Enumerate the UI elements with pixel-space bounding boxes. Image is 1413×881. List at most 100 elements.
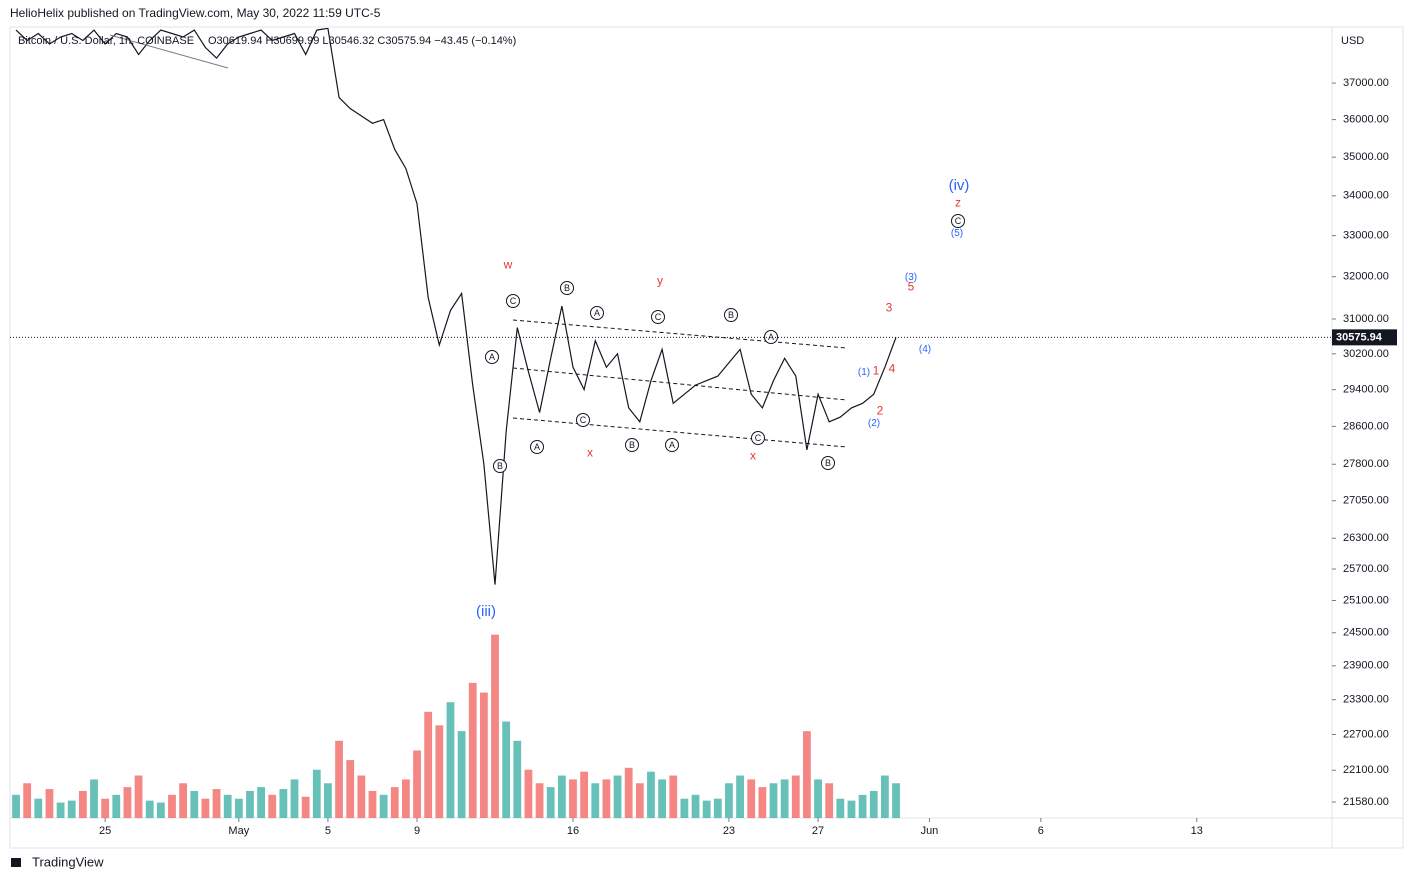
volume-bar [301,796,310,818]
wave-label: B [629,440,635,450]
x-tick-label: 6 [1038,825,1044,837]
wave-label: B [825,458,831,468]
x-tick-label: 13 [1191,825,1203,837]
volume-bar [769,783,778,818]
volume-bar [691,794,700,818]
volume-bar [379,794,388,818]
wave-label: C [580,415,587,425]
volume-bar [580,771,589,818]
volume-bar [156,802,165,818]
x-tick-label: 5 [325,825,331,837]
volume-bar [168,794,176,818]
volume-bar [780,779,789,818]
volume-bar [702,800,711,818]
volume-bar [290,779,299,818]
volume-bar [602,779,611,818]
volume-bar [725,783,733,818]
volume-bar [535,783,544,818]
wave-label: A [534,442,540,452]
channel-line [512,319,848,349]
wave-label: B [497,461,503,471]
wave-label: A [768,332,774,342]
x-tick-label: 9 [414,825,420,837]
y-tick-label: 21580.00 [1343,796,1389,808]
wave-label: C [655,312,662,322]
y-tick-label: 27800.00 [1343,458,1389,470]
wave-label: x [587,446,593,460]
logo [11,858,21,867]
x-tick-label: 27 [812,825,824,837]
wave-label: A [669,440,675,450]
volume-bar [101,798,110,818]
volume-bar [12,794,20,818]
volume-bar [892,783,900,818]
wave-circle [751,431,765,445]
chart-frame [9,26,1404,849]
volume-bar [368,790,377,818]
wave-circle [576,413,590,427]
volume-bar [457,731,466,818]
volume-bar [56,802,65,818]
volume-bar [513,740,522,818]
y-tick-label: 23900.00 [1343,660,1389,672]
volume-bar [134,775,143,818]
wave-label: 1 [873,364,880,378]
volume-bar [390,787,399,818]
y-tick-label: 30200.00 [1343,348,1389,360]
volume-bar [836,798,845,818]
wave-label: w [503,258,513,272]
volume-bar [179,783,188,818]
volume-bar [145,800,154,818]
wave-label: 2 [877,404,884,418]
y-tick-label: 22100.00 [1343,764,1389,776]
volume-bar [212,789,221,818]
chart-title: Bitcoin / U.S. Dollar, 1h, COINBASE [18,35,194,47]
volume-bar [45,789,54,818]
wave-circle [665,438,679,452]
volume-bar [680,798,689,818]
volume-bar [546,787,555,818]
volume-bar [825,783,834,818]
ohlc: O30619.94 H30699.99 L30546.32 C30575.94 … [208,35,516,47]
volume-bar [23,783,32,818]
y-tick-label: 34000.00 [1343,190,1389,202]
y-tick-label: 29400.00 [1343,384,1389,396]
last-price-box [1332,329,1397,346]
volume-bar [90,779,98,818]
publisher: HelioHelix published on TradingView.com,… [10,6,381,20]
wave-labels: w y x x z 3 5 1 4 2 (iv) (iii) (5) (3) (4) (1) (2) C B A C B A… [476,177,969,620]
x-tick-label: 23 [723,825,735,837]
wave-circle [560,281,574,295]
volume-bar [803,731,811,818]
volume-bar [557,775,566,818]
wave-label: (4) [919,344,931,355]
wave-circle [590,306,604,320]
y-tick-label: 24500.00 [1343,627,1389,639]
drawings [109,34,848,448]
volume-bar [613,775,622,818]
volume-bar [234,798,243,818]
volume-bar [268,794,277,818]
volume-bar [312,769,321,818]
wave-label: C [955,216,962,226]
wave-label: C [510,296,517,306]
axes: 37000.00 36000.00 35000.00 34000.00 33000.00… [10,77,1397,837]
x-tick-label: 16 [567,825,579,837]
volume-bar [67,800,76,818]
x-tick-label: 25 [99,825,111,837]
y-tick-label: 28600.00 [1343,420,1389,432]
y-tick-label: 27050.00 [1343,495,1389,507]
wave-label: (5) [951,228,963,239]
x-tick-label: Jun [921,825,939,837]
volume-bar [78,790,87,818]
wave-circle [506,294,520,308]
last-price-label: 30575.94 [1336,331,1383,343]
volume-bar [279,789,288,818]
wave-label: 5 [908,280,915,294]
volume-bar [814,779,822,818]
y-tick-label: 37000.00 [1343,77,1389,89]
volume-bar [357,775,366,818]
wave-label: 4 [889,362,896,376]
volume-bar [758,787,767,818]
